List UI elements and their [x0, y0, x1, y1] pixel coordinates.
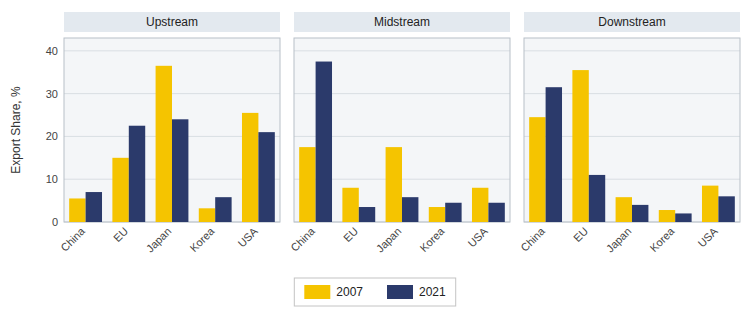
bar	[402, 197, 418, 222]
y-tick-label: 20	[46, 130, 58, 142]
plot-area	[64, 38, 280, 222]
bar	[529, 117, 545, 222]
x-tick-label: Korea	[647, 224, 677, 254]
x-tick-label: China	[518, 224, 547, 253]
bar	[156, 66, 172, 222]
grid-line	[524, 50, 740, 51]
bar-series	[86, 119, 275, 222]
panel-title: Midstream	[374, 15, 430, 29]
y-tick-label: 40	[46, 45, 58, 57]
panel-title: Downstream	[598, 15, 665, 29]
x-tick-label: EU	[571, 225, 590, 244]
panel: 0 10 20 30 40 China EU Japan Korea USA Upstream Exp…	[9, 12, 280, 255]
grid-line	[64, 50, 280, 51]
x-tick-label: USA	[695, 224, 720, 249]
x-tick-label: Japan	[374, 225, 404, 255]
bar	[472, 188, 488, 222]
x-tick-label: EU	[341, 225, 360, 244]
bar	[69, 198, 85, 222]
x-tick-label: Korea	[417, 224, 447, 254]
chart: 0 10 20 30 40 China EU Japan Korea USA Upstream Exp…	[0, 0, 750, 330]
bar-series	[546, 87, 735, 222]
plot-area	[524, 38, 740, 222]
y-tick-label: 30	[46, 88, 58, 100]
panel-title: Upstream	[146, 15, 198, 29]
plot-area	[294, 38, 510, 222]
plot-frame	[294, 38, 510, 222]
x-tick-label: EU	[111, 225, 130, 244]
bar	[316, 62, 332, 222]
legend-label: 2021	[419, 285, 446, 299]
bar	[359, 207, 375, 222]
bar	[129, 126, 145, 222]
plot-frame	[64, 38, 280, 222]
legend-swatch	[304, 285, 330, 299]
bar	[199, 208, 215, 222]
bar	[429, 207, 445, 222]
bar	[675, 213, 691, 222]
bar-series	[316, 62, 505, 222]
bar-series	[529, 70, 718, 222]
bars	[299, 62, 505, 222]
bar	[632, 205, 648, 222]
bar	[616, 197, 632, 222]
bar	[386, 147, 402, 222]
panel: China EU Japan Korea USA Downstream	[518, 12, 740, 255]
x-tick-label: Japan	[144, 225, 174, 255]
title-band	[524, 12, 740, 32]
bar	[258, 132, 274, 222]
grid-line	[294, 50, 510, 51]
bar	[488, 203, 504, 222]
bar	[572, 70, 588, 222]
bar	[702, 186, 718, 222]
bar	[342, 188, 358, 222]
bar	[86, 192, 102, 222]
panel: China EU Japan Korea USA Midstream	[288, 12, 510, 255]
legend: 2007 2021	[294, 278, 455, 306]
plot-frame	[524, 38, 740, 222]
bars	[529, 70, 735, 222]
x-tick-label: China	[288, 224, 317, 253]
bar	[112, 158, 128, 222]
bar	[172, 119, 188, 222]
y-tick-label: 0	[52, 216, 58, 228]
legend-swatch	[387, 285, 413, 299]
x-tick-label: USA	[465, 224, 490, 249]
bar	[445, 203, 461, 222]
title-band	[64, 12, 280, 32]
bar-series	[69, 66, 258, 222]
bar	[215, 197, 231, 222]
y-axis-label: Export Share, %	[9, 86, 23, 174]
bar	[718, 196, 734, 222]
x-tick-label: China	[58, 224, 87, 253]
y-tick-label: 10	[46, 173, 58, 185]
bar	[589, 175, 605, 222]
x-tick-label: USA	[235, 224, 260, 249]
x-tick-label: Japan	[604, 225, 634, 255]
bar	[299, 147, 315, 222]
bars	[69, 66, 275, 222]
bar	[242, 113, 258, 222]
bar	[546, 87, 562, 222]
legend-frame	[294, 278, 455, 306]
legend-label: 2007	[336, 285, 363, 299]
title-band	[294, 12, 510, 32]
x-tick-label: Korea	[187, 224, 217, 254]
bar	[659, 210, 675, 222]
